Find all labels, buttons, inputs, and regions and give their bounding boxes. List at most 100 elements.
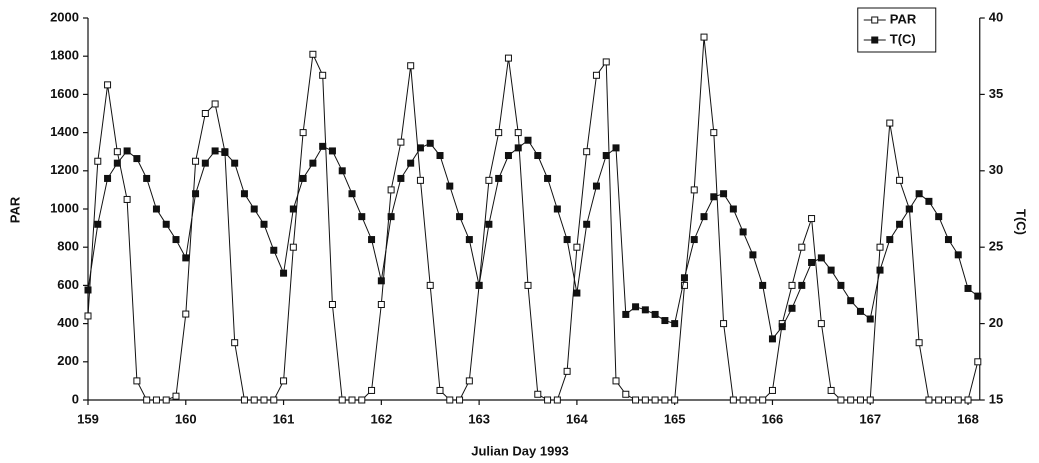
series-line	[87, 139, 979, 341]
data-point	[827, 386, 835, 394]
data-point	[289, 205, 297, 213]
data-point	[592, 182, 600, 190]
data-point	[886, 119, 894, 127]
data-point	[250, 396, 258, 404]
data-point	[172, 236, 180, 244]
data-point	[759, 281, 767, 289]
data-point	[583, 220, 591, 228]
data-point	[162, 396, 170, 404]
y2-tick-label: 30	[989, 162, 1003, 177]
data-point	[407, 62, 415, 70]
data-point	[974, 292, 982, 300]
data-point	[289, 243, 297, 251]
data-point	[299, 129, 307, 137]
data-point	[182, 310, 190, 318]
data-point	[925, 396, 933, 404]
data-point	[817, 320, 825, 328]
data-point	[671, 320, 679, 328]
y-tick-label: 1800	[50, 48, 79, 63]
data-point	[553, 396, 561, 404]
data-point	[162, 220, 170, 228]
data-point	[690, 186, 698, 194]
data-point	[729, 205, 737, 213]
data-point	[563, 367, 571, 375]
data-point	[485, 220, 493, 228]
data-point	[964, 284, 972, 292]
data-point	[768, 386, 776, 394]
data-point	[778, 323, 786, 331]
data-point	[700, 213, 708, 221]
data-point	[358, 213, 366, 221]
data-point	[280, 377, 288, 385]
data-point	[720, 320, 728, 328]
data-point	[387, 213, 395, 221]
x-axis-label: Julian Day 1993	[471, 443, 569, 458]
data-point	[798, 243, 806, 251]
data-point	[641, 396, 649, 404]
data-point	[632, 303, 640, 311]
data-point	[622, 390, 630, 398]
y-tick-label: 1200	[50, 162, 79, 177]
data-point	[837, 281, 845, 289]
y2-tick-label: 25	[989, 239, 1003, 254]
data-point	[465, 236, 473, 244]
data-point	[808, 215, 816, 223]
data-point	[768, 335, 776, 343]
data-point	[152, 205, 160, 213]
data-point	[416, 176, 424, 184]
data-point	[680, 274, 688, 282]
data-point	[221, 148, 229, 156]
data-point	[837, 396, 845, 404]
data-point	[426, 139, 434, 147]
y-tick-label: 0	[72, 391, 79, 406]
data-point	[944, 396, 952, 404]
data-point	[514, 129, 522, 137]
x-tick-label: 161	[273, 411, 295, 426]
data-point	[808, 258, 816, 266]
data-point	[876, 243, 884, 251]
data-point	[192, 190, 200, 198]
data-point	[192, 157, 200, 165]
data-point	[622, 310, 630, 318]
data-point	[407, 159, 415, 167]
data-point	[240, 190, 248, 198]
x-tick-label: 164	[566, 411, 588, 426]
x-tick-label: 168	[957, 411, 979, 426]
data-point	[143, 174, 151, 182]
data-point	[612, 377, 620, 385]
x-tick-label: 162	[370, 411, 392, 426]
data-point	[651, 396, 659, 404]
data-point	[847, 396, 855, 404]
data-point	[866, 396, 874, 404]
data-point	[700, 33, 708, 41]
data-point	[338, 167, 346, 175]
data-point	[436, 152, 444, 160]
x-tick-label: 165	[664, 411, 686, 426]
data-point	[143, 396, 151, 404]
y-tick-label: 400	[57, 315, 79, 330]
data-point	[788, 281, 796, 289]
data-point	[954, 396, 962, 404]
data-point	[710, 193, 718, 201]
legend-marker	[871, 16, 879, 24]
data-point	[671, 396, 679, 404]
data-point	[436, 386, 444, 394]
data-point	[544, 174, 552, 182]
data-point	[827, 266, 835, 274]
data-point	[651, 310, 659, 318]
data-point	[446, 182, 454, 190]
y-tick-label: 800	[57, 239, 79, 254]
data-point	[592, 71, 600, 79]
x-tick-label: 160	[175, 411, 197, 426]
data-point	[368, 236, 376, 244]
data-point	[759, 396, 767, 404]
series-line	[87, 37, 979, 401]
data-point	[573, 243, 581, 251]
data-point	[465, 377, 473, 385]
data-point	[524, 136, 532, 144]
data-point	[172, 392, 180, 400]
x-tick-label: 167	[859, 411, 881, 426]
data-point	[495, 174, 503, 182]
data-point	[935, 213, 943, 221]
